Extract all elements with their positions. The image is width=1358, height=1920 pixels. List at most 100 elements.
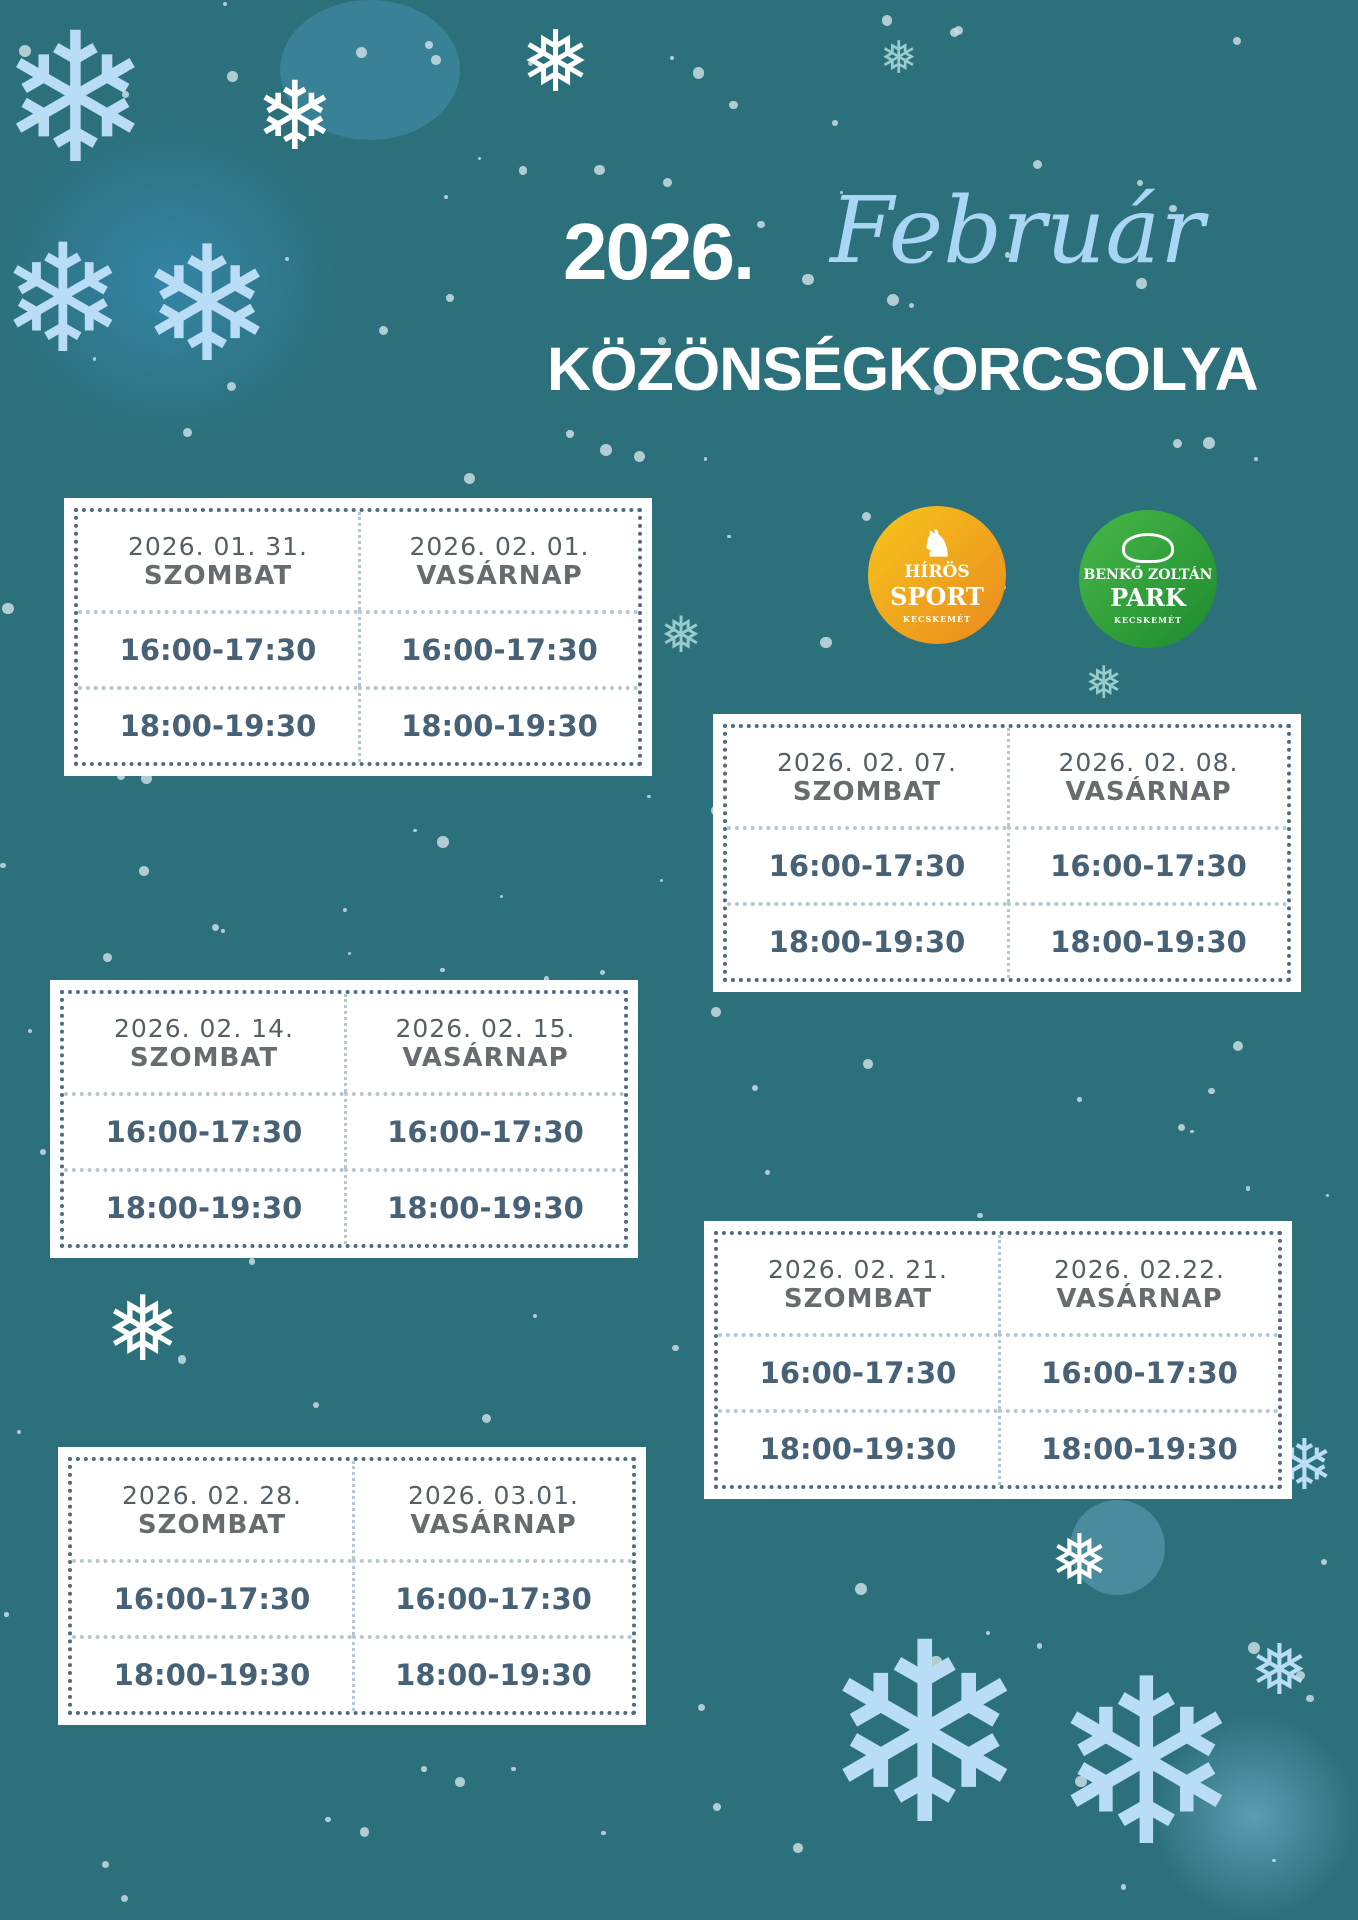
time-slot: 18:00-19:30 bbox=[78, 686, 358, 762]
snowflake-icon: ❄ bbox=[820, 1589, 1030, 1880]
snow-dot bbox=[713, 1803, 721, 1812]
snowflake-icon: ❅ bbox=[105, 1277, 181, 1382]
snow-dot bbox=[1169, 204, 1177, 213]
snow-dot bbox=[518, 166, 528, 175]
snow-dot bbox=[662, 177, 672, 187]
time-slot: 16:00-17:30 bbox=[1007, 826, 1287, 903]
weekday-label: SZOMBAT bbox=[143, 560, 293, 591]
time-label: 16:00-17:30 bbox=[105, 1115, 303, 1150]
date-label: 2026. 03.01. bbox=[407, 1480, 580, 1510]
snow-dot bbox=[1233, 1041, 1244, 1052]
day-header: 2026. 02. 08. VASÁRNAP bbox=[1007, 728, 1287, 827]
snow-dot bbox=[440, 967, 445, 972]
snow-dot bbox=[930, 1655, 942, 1667]
snow-dot bbox=[359, 1827, 370, 1837]
schedule-grid: 2026. 02. 07. SZOMBAT 2026. 02. 08. VASÁ… bbox=[723, 724, 1291, 982]
snowflake-icon: ❄ bbox=[140, 211, 275, 398]
time-label: 18:00-19:30 bbox=[759, 1432, 957, 1467]
snow-dot bbox=[177, 1355, 187, 1364]
snow-dot bbox=[183, 427, 193, 437]
snow-dot bbox=[765, 1170, 771, 1176]
snow-dot bbox=[986, 1630, 991, 1635]
snow-dot bbox=[28, 1029, 33, 1033]
snow-dot bbox=[455, 1777, 466, 1787]
snow-dot bbox=[313, 1401, 320, 1408]
snow-dot bbox=[1254, 457, 1259, 462]
date-label: 2026. 02. 01. bbox=[409, 531, 590, 561]
snow-dot bbox=[446, 293, 454, 302]
hiros-sport-logo: ♞ HÍRÖS SPORT KECSKEMÉT bbox=[868, 506, 1006, 644]
date-label: 2026. 02. 14. bbox=[114, 1013, 294, 1043]
snow-dot bbox=[227, 382, 237, 392]
logo-text: HÍRÖS bbox=[904, 562, 970, 582]
time-label: 16:00-17:30 bbox=[759, 1356, 957, 1391]
snow-dot bbox=[1077, 1097, 1082, 1102]
day-header: 2026. 03.01. VASÁRNAP bbox=[352, 1461, 632, 1560]
snow-dot bbox=[482, 1414, 492, 1424]
snowflake-icon: ❄ bbox=[0, 0, 151, 204]
time-slot: 18:00-19:30 bbox=[64, 1168, 344, 1244]
weekday-label: VASÁRNAP bbox=[1056, 1283, 1223, 1314]
snowflake-icon: ❅ bbox=[880, 31, 918, 84]
snow-dot bbox=[1306, 1694, 1314, 1702]
schedule-grid: 2026. 02. 28. SZOMBAT 2026. 03.01. VASÁR… bbox=[68, 1457, 636, 1715]
snow-dot bbox=[832, 120, 839, 127]
day-header: 2026. 01. 31. SZOMBAT bbox=[78, 512, 358, 610]
snow-dot bbox=[839, 190, 843, 194]
snow-dot bbox=[1233, 36, 1242, 45]
snow-dot bbox=[1247, 1641, 1260, 1654]
snow-dot bbox=[820, 636, 832, 649]
snow-dot bbox=[692, 67, 705, 79]
snow-dot bbox=[431, 55, 441, 65]
snow-dot bbox=[977, 1213, 983, 1219]
date-label: 2026. 02.22. bbox=[1053, 1254, 1226, 1284]
snow-dot bbox=[950, 27, 960, 37]
snow-dot bbox=[1136, 278, 1147, 289]
time-slot: 18:00-19:30 bbox=[727, 902, 1007, 978]
time-slot: 18:00-19:30 bbox=[352, 1635, 632, 1711]
bokeh-light bbox=[280, 0, 460, 140]
day-header: 2026. 02. 21. SZOMBAT bbox=[718, 1235, 998, 1333]
goat-icon: ♞ bbox=[920, 523, 954, 565]
snow-dot bbox=[421, 1766, 427, 1772]
snow-dot bbox=[120, 1894, 128, 1902]
date-label: 2026. 02. 21. bbox=[768, 1254, 948, 1284]
snow-dot bbox=[863, 1059, 873, 1070]
time-slot: 18:00-19:30 bbox=[998, 1409, 1278, 1485]
time-label: 16:00-17:30 bbox=[1050, 849, 1247, 884]
snow-dot bbox=[325, 1816, 331, 1822]
time-label: 18:00-19:30 bbox=[401, 709, 598, 744]
snowflake-icon: ❅ bbox=[660, 606, 702, 664]
time-slot: 16:00-17:30 bbox=[358, 610, 638, 687]
time-slot: 18:00-19:30 bbox=[718, 1409, 998, 1485]
dome-icon bbox=[1122, 533, 1174, 563]
snowflake-icon: ❄ bbox=[0, 213, 126, 387]
date-label: 2026. 02. 07. bbox=[777, 747, 957, 777]
schedule-grid: 2026. 02. 21. SZOMBAT 2026. 02.22. VASÁR… bbox=[714, 1231, 1282, 1489]
schedule-table: 2026. 02. 14. SZOMBAT 2026. 02. 15. VASÁ… bbox=[50, 980, 638, 1258]
snow-dot bbox=[752, 1085, 759, 1092]
snow-dot bbox=[886, 294, 899, 306]
time-slot: 16:00-17:30 bbox=[352, 1559, 632, 1636]
schedule-table: 2026. 01. 31. SZOMBAT 2026. 02. 01. VASÁ… bbox=[64, 498, 652, 776]
snow-dot bbox=[139, 866, 149, 876]
weekday-label: VASÁRNAP bbox=[402, 1042, 569, 1073]
date-label: 2026. 02. 15. bbox=[395, 1013, 576, 1043]
page-title: KÖZÖNSÉGKORCSOLYA bbox=[547, 335, 1259, 403]
snow-dot bbox=[343, 908, 348, 913]
snow-dot bbox=[1321, 1558, 1328, 1565]
time-slot: 16:00-17:30 bbox=[344, 1092, 624, 1169]
day-header: 2026. 02. 28. SZOMBAT bbox=[72, 1461, 352, 1559]
snow-dot bbox=[1178, 1123, 1186, 1131]
snow-dot bbox=[1075, 1775, 1087, 1788]
snow-dot bbox=[1272, 1858, 1276, 1863]
logo-text: SPORT bbox=[890, 582, 984, 611]
snow-dot bbox=[1005, 252, 1011, 258]
snow-dot bbox=[1190, 1129, 1194, 1134]
date-label: 2026. 01. 31. bbox=[128, 531, 308, 561]
snow-dot bbox=[477, 156, 482, 161]
snow-dot bbox=[248, 1258, 256, 1265]
snow-dot bbox=[39, 1149, 46, 1156]
snow-dot bbox=[757, 220, 765, 229]
time-label: 18:00-19:30 bbox=[768, 925, 966, 960]
